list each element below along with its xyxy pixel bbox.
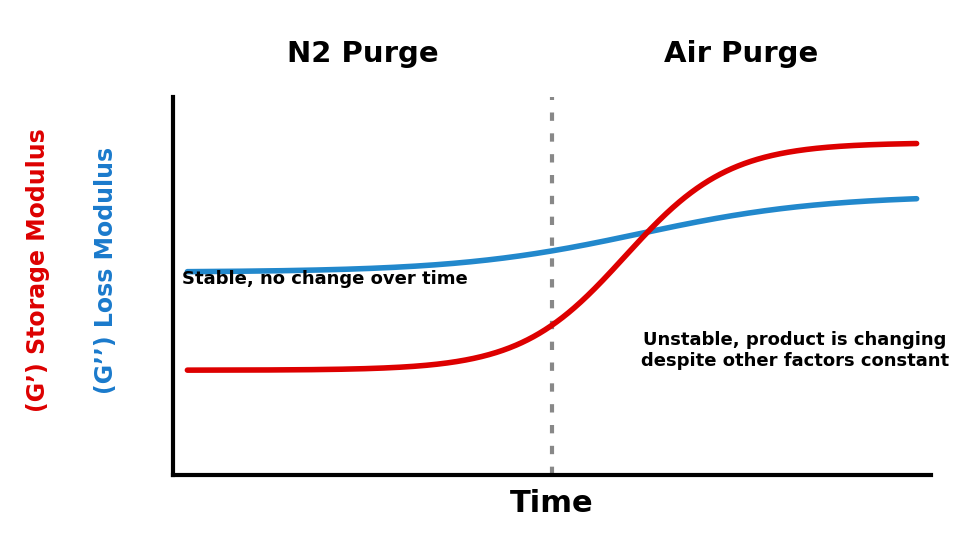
Text: Air Purge: Air Purge xyxy=(664,40,819,68)
Text: Unstable, product is changing
despite other factors constant: Unstable, product is changing despite ot… xyxy=(640,331,948,370)
X-axis label: Time: Time xyxy=(510,489,594,518)
Text: N2 Purge: N2 Purge xyxy=(287,40,438,68)
Text: Stable, no change over time: Stable, no change over time xyxy=(181,269,468,288)
Text: (G’’) Loss Modulus: (G’’) Loss Modulus xyxy=(93,146,117,394)
Text: (G’) Storage Modulus: (G’) Storage Modulus xyxy=(26,128,51,412)
